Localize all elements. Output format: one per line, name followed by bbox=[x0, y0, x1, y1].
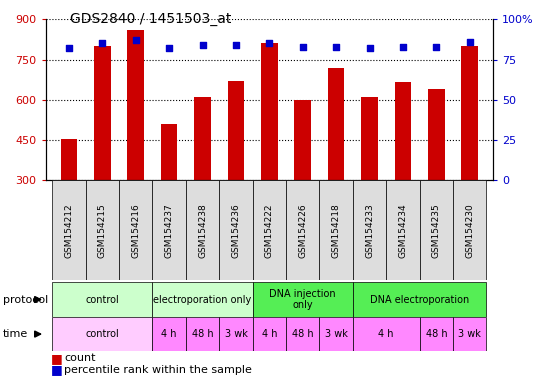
FancyBboxPatch shape bbox=[52, 282, 152, 317]
Text: GSM154216: GSM154216 bbox=[131, 203, 140, 258]
FancyBboxPatch shape bbox=[152, 180, 186, 280]
Point bbox=[131, 37, 140, 43]
FancyBboxPatch shape bbox=[319, 180, 353, 280]
Bar bbox=[328, 68, 345, 180]
Text: 4 h: 4 h bbox=[161, 329, 177, 339]
FancyBboxPatch shape bbox=[152, 282, 252, 317]
Bar bbox=[428, 89, 445, 180]
Point bbox=[265, 40, 273, 46]
FancyBboxPatch shape bbox=[52, 317, 152, 351]
Text: 3 wk: 3 wk bbox=[458, 329, 481, 339]
Text: DNA electroporation: DNA electroporation bbox=[370, 295, 469, 305]
Point bbox=[432, 43, 441, 50]
Bar bbox=[228, 81, 244, 180]
Text: GSM154238: GSM154238 bbox=[198, 203, 207, 258]
Bar bbox=[94, 46, 111, 180]
FancyBboxPatch shape bbox=[386, 180, 420, 280]
FancyBboxPatch shape bbox=[420, 180, 453, 280]
Text: GSM154226: GSM154226 bbox=[298, 203, 307, 258]
Text: control: control bbox=[85, 295, 119, 305]
FancyBboxPatch shape bbox=[152, 317, 186, 351]
Text: DNA injection
only: DNA injection only bbox=[270, 289, 336, 310]
Point bbox=[65, 45, 73, 51]
Point bbox=[232, 42, 240, 48]
Bar bbox=[261, 43, 278, 180]
FancyBboxPatch shape bbox=[219, 180, 252, 280]
Point bbox=[332, 43, 340, 50]
Text: time: time bbox=[3, 329, 28, 339]
FancyBboxPatch shape bbox=[252, 180, 286, 280]
Text: GSM154215: GSM154215 bbox=[98, 203, 107, 258]
Text: 3 wk: 3 wk bbox=[225, 329, 248, 339]
Point bbox=[299, 43, 307, 50]
Text: GSM154222: GSM154222 bbox=[265, 203, 274, 258]
Bar bbox=[128, 30, 144, 180]
Text: 3 wk: 3 wk bbox=[325, 329, 347, 339]
Text: percentile rank within the sample: percentile rank within the sample bbox=[64, 365, 252, 375]
Bar bbox=[461, 46, 478, 180]
Text: GSM154237: GSM154237 bbox=[165, 203, 174, 258]
Text: 4 h: 4 h bbox=[378, 329, 394, 339]
FancyBboxPatch shape bbox=[286, 317, 319, 351]
Text: 48 h: 48 h bbox=[292, 329, 314, 339]
Text: GSM154230: GSM154230 bbox=[465, 203, 474, 258]
Point bbox=[165, 45, 174, 51]
Text: GDS2840 / 1451503_at: GDS2840 / 1451503_at bbox=[70, 12, 231, 25]
Text: 48 h: 48 h bbox=[192, 329, 213, 339]
FancyBboxPatch shape bbox=[353, 282, 487, 317]
Point bbox=[198, 42, 207, 48]
Bar bbox=[194, 97, 211, 180]
Text: GSM154212: GSM154212 bbox=[64, 203, 73, 258]
Text: 48 h: 48 h bbox=[426, 329, 447, 339]
FancyBboxPatch shape bbox=[319, 317, 353, 351]
FancyBboxPatch shape bbox=[420, 317, 453, 351]
FancyBboxPatch shape bbox=[186, 317, 219, 351]
FancyBboxPatch shape bbox=[353, 180, 386, 280]
FancyBboxPatch shape bbox=[453, 180, 487, 280]
FancyBboxPatch shape bbox=[453, 317, 487, 351]
Text: GSM154236: GSM154236 bbox=[232, 203, 241, 258]
Bar bbox=[61, 139, 77, 180]
Text: GSM154234: GSM154234 bbox=[398, 203, 407, 258]
FancyBboxPatch shape bbox=[86, 180, 119, 280]
Bar bbox=[361, 97, 378, 180]
Text: GSM154218: GSM154218 bbox=[332, 203, 341, 258]
FancyBboxPatch shape bbox=[286, 180, 319, 280]
Text: GSM154233: GSM154233 bbox=[365, 203, 374, 258]
FancyBboxPatch shape bbox=[353, 317, 420, 351]
Text: control: control bbox=[85, 329, 119, 339]
FancyBboxPatch shape bbox=[252, 317, 286, 351]
Point bbox=[365, 45, 374, 51]
Text: ■: ■ bbox=[51, 352, 63, 365]
Text: ■: ■ bbox=[51, 363, 63, 376]
FancyBboxPatch shape bbox=[186, 180, 219, 280]
Text: count: count bbox=[64, 353, 96, 363]
Point bbox=[399, 43, 407, 50]
Point bbox=[98, 40, 107, 46]
Text: protocol: protocol bbox=[3, 295, 48, 305]
FancyBboxPatch shape bbox=[119, 180, 152, 280]
Bar bbox=[294, 100, 311, 180]
FancyBboxPatch shape bbox=[252, 282, 353, 317]
Point bbox=[465, 39, 474, 45]
FancyBboxPatch shape bbox=[219, 317, 252, 351]
Text: electroporation only: electroporation only bbox=[153, 295, 252, 305]
FancyBboxPatch shape bbox=[52, 180, 86, 280]
Bar bbox=[161, 124, 177, 180]
Text: 4 h: 4 h bbox=[262, 329, 277, 339]
Text: GSM154235: GSM154235 bbox=[432, 203, 441, 258]
Bar bbox=[394, 83, 411, 180]
